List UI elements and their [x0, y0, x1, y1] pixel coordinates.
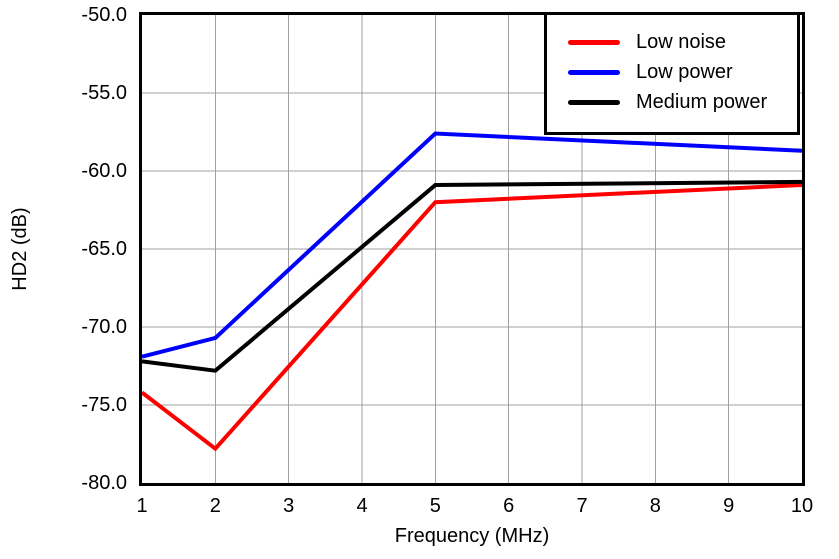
x-tick-label: 10 [790, 495, 814, 517]
legend-item-low-power: Low power [547, 57, 797, 87]
y-tick-label: -80.0 [81, 472, 127, 494]
legend-line-swatch [568, 99, 620, 105]
y-tick-label: -70.0 [81, 316, 127, 338]
x-tick-label: 1 [136, 495, 148, 517]
x-tick-label: 8 [649, 495, 661, 517]
y-tick-label: -60.0 [81, 160, 127, 182]
legend-item-medium-power: Medium power [547, 87, 797, 117]
x-tick-label: 5 [429, 495, 441, 517]
legend-item-low-noise: Low noise [547, 27, 797, 57]
legend: Low noise Low power Medium power [544, 12, 800, 135]
legend-label: Medium power [636, 90, 768, 113]
series-line-medium-power [142, 179, 802, 373]
y-tick-label: -55.0 [81, 82, 127, 104]
x-tick-label: 7 [576, 495, 588, 517]
x-tick-label: 6 [503, 495, 515, 517]
y-tick-label: -50.0 [81, 4, 127, 26]
legend-line-swatch [568, 69, 620, 75]
series-line-low-power [142, 131, 802, 359]
legend-line-swatch [568, 39, 620, 45]
x-tick-label: 9 [723, 495, 735, 517]
x-tick-label: 3 [283, 495, 295, 517]
legend-label: Low noise [636, 30, 727, 53]
series-line-low-noise [142, 183, 802, 452]
y-tick-label: -65.0 [81, 238, 127, 260]
x-tick-label: 2 [209, 495, 221, 517]
y-axis-title: HD2 (dB) [9, 207, 31, 291]
x-axis-title: Frequency (MHz) [394, 525, 550, 547]
plot-canvas [142, 15, 802, 483]
y-tick-label: -75.0 [81, 394, 127, 416]
x-tick-label: 4 [356, 495, 368, 517]
legend-label: Low power [636, 60, 733, 83]
